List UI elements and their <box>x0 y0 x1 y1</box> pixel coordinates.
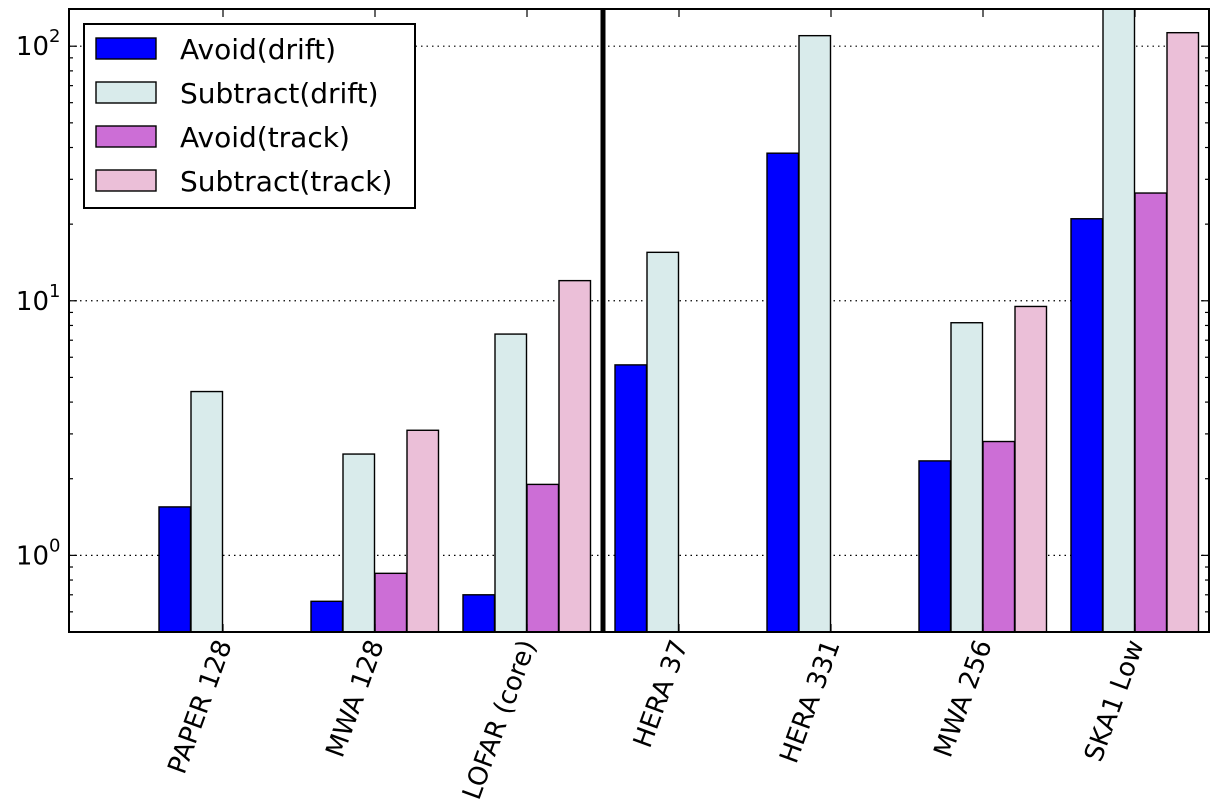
bar-6-2 <box>1134 192 1168 633</box>
bar-3-1 <box>646 251 680 633</box>
bar-0-1 <box>190 390 224 633</box>
bar-3-0 <box>614 364 648 633</box>
x-tick-label: MWA 256 <box>929 636 999 761</box>
x-tick-label: SKA1 Low <box>1079 636 1151 765</box>
legend-swatch-3 <box>95 169 157 192</box>
y-tick-exponent: 1 <box>49 281 60 302</box>
y-tick-label-10-2: 10 <box>16 32 49 62</box>
bar-2-1 <box>494 333 528 633</box>
bar-5-0 <box>918 460 952 633</box>
y-tick-label-10-0: 10 <box>16 541 49 571</box>
plot-frame <box>68 8 1210 633</box>
legend-label-3: Subtract(track) <box>180 165 392 198</box>
bar-2-2 <box>526 483 560 633</box>
y-tick-exponent: 2 <box>49 26 60 47</box>
x-tick-label: LOFAR (core) <box>457 636 542 803</box>
x-tick-label: MWA 128 <box>321 636 391 761</box>
bar-5-3 <box>1014 305 1048 633</box>
axes-frame <box>68 8 1210 633</box>
bar-5-1 <box>950 322 984 633</box>
bar-1-1 <box>342 453 376 633</box>
bar-6-1 <box>1102 8 1136 633</box>
bar-0-0 <box>158 506 192 633</box>
bar-6-0 <box>1070 218 1104 633</box>
x-tick-label: PAPER 128 <box>163 636 239 778</box>
bars <box>158 8 1200 633</box>
bar-6-3 <box>1166 31 1200 633</box>
legend-swatch-2 <box>95 125 157 148</box>
y-tick-mantissa: 10 <box>16 287 49 317</box>
bar-5-2 <box>982 440 1016 633</box>
legend-swatch-1 <box>95 81 157 104</box>
bar-1-3 <box>406 429 440 633</box>
legend-label-1: Subtract(drift) <box>180 77 379 110</box>
y-tick-exponent: 0 <box>49 535 60 556</box>
y-tick-label-10-1: 10 <box>16 287 49 317</box>
bar-1-0 <box>310 600 344 633</box>
bar-2-0 <box>462 594 496 633</box>
legend-label-2: Avoid(track) <box>180 121 350 154</box>
x-tick-label: HERA 37 <box>628 636 695 752</box>
legend-swatch-0 <box>95 37 157 60</box>
legend: Avoid(drift) Subtract(drift) Avoid(track) S… <box>83 23 416 209</box>
bar-2-3 <box>558 279 592 633</box>
bar-4-1 <box>798 34 832 633</box>
bar-4-0 <box>766 152 800 633</box>
y-tick-mantissa: 10 <box>16 541 49 571</box>
bar-1-2 <box>374 572 408 633</box>
y-tick-mantissa: 10 <box>16 32 49 62</box>
legend-label-0: Avoid(drift) <box>180 33 336 66</box>
x-tick-label: HERA 331 <box>774 636 846 767</box>
